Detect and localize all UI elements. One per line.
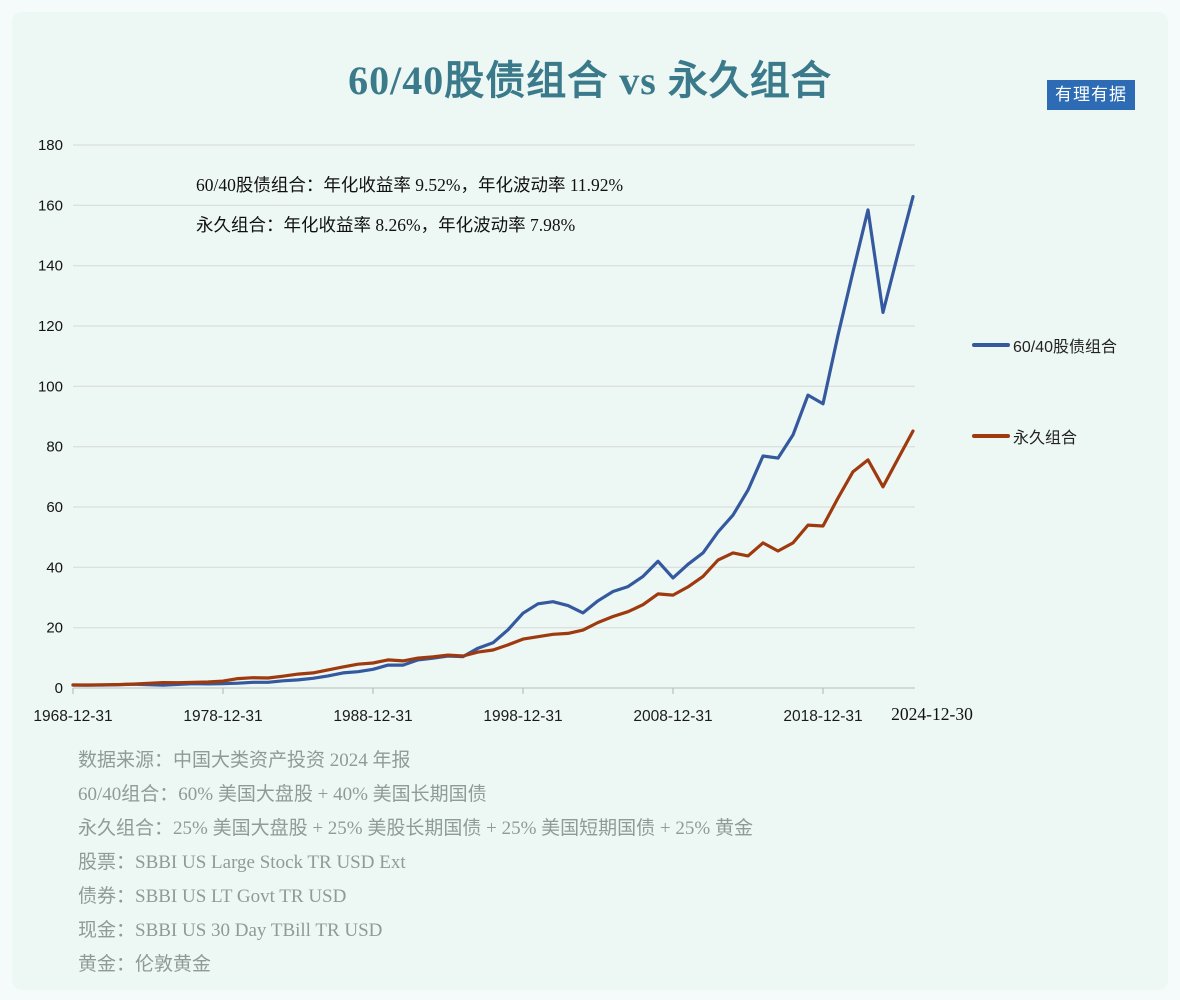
y-axis-label: 100 xyxy=(38,378,63,395)
x-axis-label: 2018-12-31 xyxy=(783,708,862,725)
legend-item-6040: 60/40股债组合 xyxy=(972,333,1117,357)
page-title: 60/40股债组合 vs 永久组合 xyxy=(348,58,832,103)
stats-line-permanent: 永久组合：年化收益率 8.26%，年化波动率 7.98% xyxy=(196,215,576,235)
y-axis-label: 40 xyxy=(46,559,63,576)
x-axis-label: 1978-12-31 xyxy=(183,708,262,725)
footnote-stocks: 股票：SBBI US Large Stock TR USD Ext xyxy=(78,852,406,873)
x-axis-label: 1988-12-31 xyxy=(333,708,412,725)
y-axis-label: 80 xyxy=(46,439,63,456)
y-axis-label: 60 xyxy=(46,499,63,516)
x-axis-label: 1968-12-31 xyxy=(33,708,112,725)
legend-label-6040: 60/40股债组合 xyxy=(1013,339,1118,356)
legend-line-permanent xyxy=(972,434,1010,438)
legend-item-permanent: 永久组合 xyxy=(972,424,1077,448)
chart-panel xyxy=(12,12,1168,990)
footnote-source: 数据来源：中国大类资产投资 2024 年报 xyxy=(78,750,411,771)
series-line-6040 xyxy=(71,195,915,687)
y-axis-label: 20 xyxy=(46,620,63,637)
x-axis-label: 2008-12-31 xyxy=(633,708,712,725)
y-axis-label: 0 xyxy=(55,680,63,697)
legend-line-6040 xyxy=(972,343,1010,347)
stats-annotation: 60/40股债组合：年化收益率 9.52%，年化波动率 11.92% 永久组合：… xyxy=(196,172,623,252)
y-axis-label: 160 xyxy=(38,197,63,214)
line-chart: 0 20 40 60 80 100 120 140 160 180 1968-12-31 1978-1… xyxy=(33,137,973,725)
footnote-cash: 现金：SBBI US 30 Day TBill TR USD xyxy=(78,920,383,941)
footnote-permanent-composition: 永久组合：25% 美国大盘股 + 25% 美股长期国债 + 25% 美国短期国债… xyxy=(78,818,753,839)
x-axis-label: 1998-12-31 xyxy=(483,708,562,725)
brand-badge: 有理有据 xyxy=(1047,80,1135,110)
legend-label-permanent: 永久组合 xyxy=(1013,430,1078,447)
series-line-permanent xyxy=(71,429,915,687)
footnotes: 数据来源：中国大类资产投资 2024 年报 60/40组合：60% 美国大盘股 … xyxy=(78,744,753,982)
stats-line-6040: 60/40股债组合：年化收益率 9.52%，年化波动率 11.92% xyxy=(196,175,624,195)
y-axis-label: 120 xyxy=(38,318,63,335)
footnote-6040-composition: 60/40组合：60% 美国大盘股 + 40% 美国长期国债 xyxy=(78,784,487,805)
footnote-bonds: 债券：SBBI US LT Govt TR USD xyxy=(78,886,347,907)
y-axis-label: 140 xyxy=(38,258,63,275)
x-axis-end-label: 2024-12-30 xyxy=(891,704,973,724)
chart-area: 0 20 40 60 80 100 120 140 160 180 1968-12-31 1978-1… xyxy=(33,137,973,725)
y-axis-label: 180 xyxy=(38,137,63,154)
footnote-gold: 黄金：伦敦黄金 xyxy=(78,954,212,975)
